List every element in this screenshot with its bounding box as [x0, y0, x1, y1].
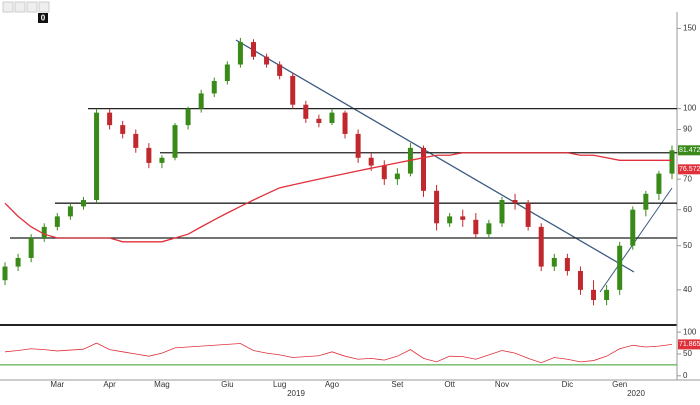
zoom-button[interactable] — [2, 1, 14, 13]
x-tick-label: Mar — [50, 380, 64, 389]
moving-average — [4, 152, 672, 243]
x-tick-label: Ago — [325, 380, 340, 389]
candle-body — [67, 206, 73, 217]
toolbar: 0 — [2, 1, 50, 23]
candle-body — [211, 80, 217, 94]
x-tick-label: Lug — [273, 380, 286, 389]
candle-body — [185, 108, 191, 126]
candle-body — [198, 93, 204, 109]
ma-price-box — [678, 164, 700, 175]
x-tick-label: Ott — [444, 380, 455, 389]
candle-body — [28, 237, 34, 258]
candle-body — [486, 223, 492, 235]
indicator-tick-label: 50 — [683, 349, 692, 358]
settings-button[interactable] — [38, 1, 50, 13]
candle-body — [499, 200, 505, 224]
indicator-tick-label: 0 — [683, 371, 688, 380]
candle-body — [146, 147, 152, 163]
candle-body — [342, 112, 348, 134]
candle-body — [394, 173, 400, 180]
candle-body — [577, 271, 583, 290]
candle-body — [2, 266, 8, 281]
candle-body — [447, 216, 453, 224]
candle-body — [41, 226, 47, 238]
candle-body — [133, 133, 139, 148]
y-tick-label: 60 — [683, 205, 692, 214]
candle-body — [303, 104, 309, 119]
x-tick-label: Nov — [495, 380, 509, 389]
x-tick-label: Apr — [103, 380, 116, 389]
candle-body — [656, 173, 662, 194]
y-tick-label: 70 — [683, 174, 692, 183]
x-tick-label: Dic — [562, 380, 574, 389]
y-tick-label: 90 — [683, 125, 692, 134]
draw-button[interactable] — [14, 1, 26, 13]
candle-body — [94, 112, 100, 201]
y-tick-label: 50 — [683, 241, 692, 250]
candle-body — [538, 226, 544, 267]
candle-body — [15, 257, 21, 267]
x-tick-label: Giu — [221, 380, 233, 389]
candle-body — [421, 147, 427, 191]
last-price-box — [678, 145, 700, 156]
x-tick-label: Set — [391, 380, 404, 389]
candle-body — [355, 133, 361, 158]
last-price-label: 81.4720 — [679, 147, 700, 154]
candle-body — [591, 289, 597, 301]
candle-body — [316, 118, 322, 123]
candle-body — [159, 157, 165, 163]
candle-body — [368, 157, 374, 166]
candle-body — [617, 245, 623, 290]
indicator-value-label: 71.8658 — [679, 341, 700, 348]
candle-body — [329, 112, 335, 123]
x-tick-label: Mag — [154, 380, 170, 389]
candle-body — [630, 209, 636, 246]
candle-body — [277, 64, 283, 76]
candle-body — [643, 193, 649, 210]
y-tick-label: 100 — [683, 104, 697, 113]
year-label: 2020 — [627, 389, 645, 398]
counter: 0 — [41, 14, 46, 23]
y-tick-label: 150 — [683, 24, 697, 33]
year-label: 2019 — [287, 389, 305, 398]
candle-body — [172, 125, 178, 158]
candle-body — [564, 257, 570, 272]
candle-body — [460, 216, 466, 220]
x-tick-label: Gen — [612, 380, 627, 389]
candle-body — [107, 112, 113, 126]
y-tick-label: 40 — [683, 285, 692, 294]
candle-body — [224, 64, 230, 81]
counter-box — [38, 13, 48, 23]
search-button[interactable] — [26, 1, 38, 13]
candle-body — [525, 203, 531, 227]
candle-body — [381, 165, 387, 180]
indicator-value-box — [678, 339, 700, 350]
candle-body — [669, 150, 675, 174]
ma-price-label: 76.5720 — [679, 166, 700, 173]
candle-body — [604, 289, 610, 301]
indicator-line — [4, 342, 673, 364]
candle-body — [264, 56, 270, 65]
candle-body — [434, 190, 440, 224]
candle-body — [473, 219, 479, 235]
candle-body — [80, 200, 86, 207]
candle-body — [290, 75, 296, 105]
candle-body — [512, 200, 518, 204]
trend-line — [599, 187, 673, 293]
indicator-tick-label: 100 — [683, 327, 697, 336]
candle-body — [54, 216, 60, 227]
candle-body — [250, 42, 256, 57]
candle-body — [120, 125, 126, 134]
candle-body — [551, 257, 557, 267]
candle-body — [237, 42, 243, 65]
